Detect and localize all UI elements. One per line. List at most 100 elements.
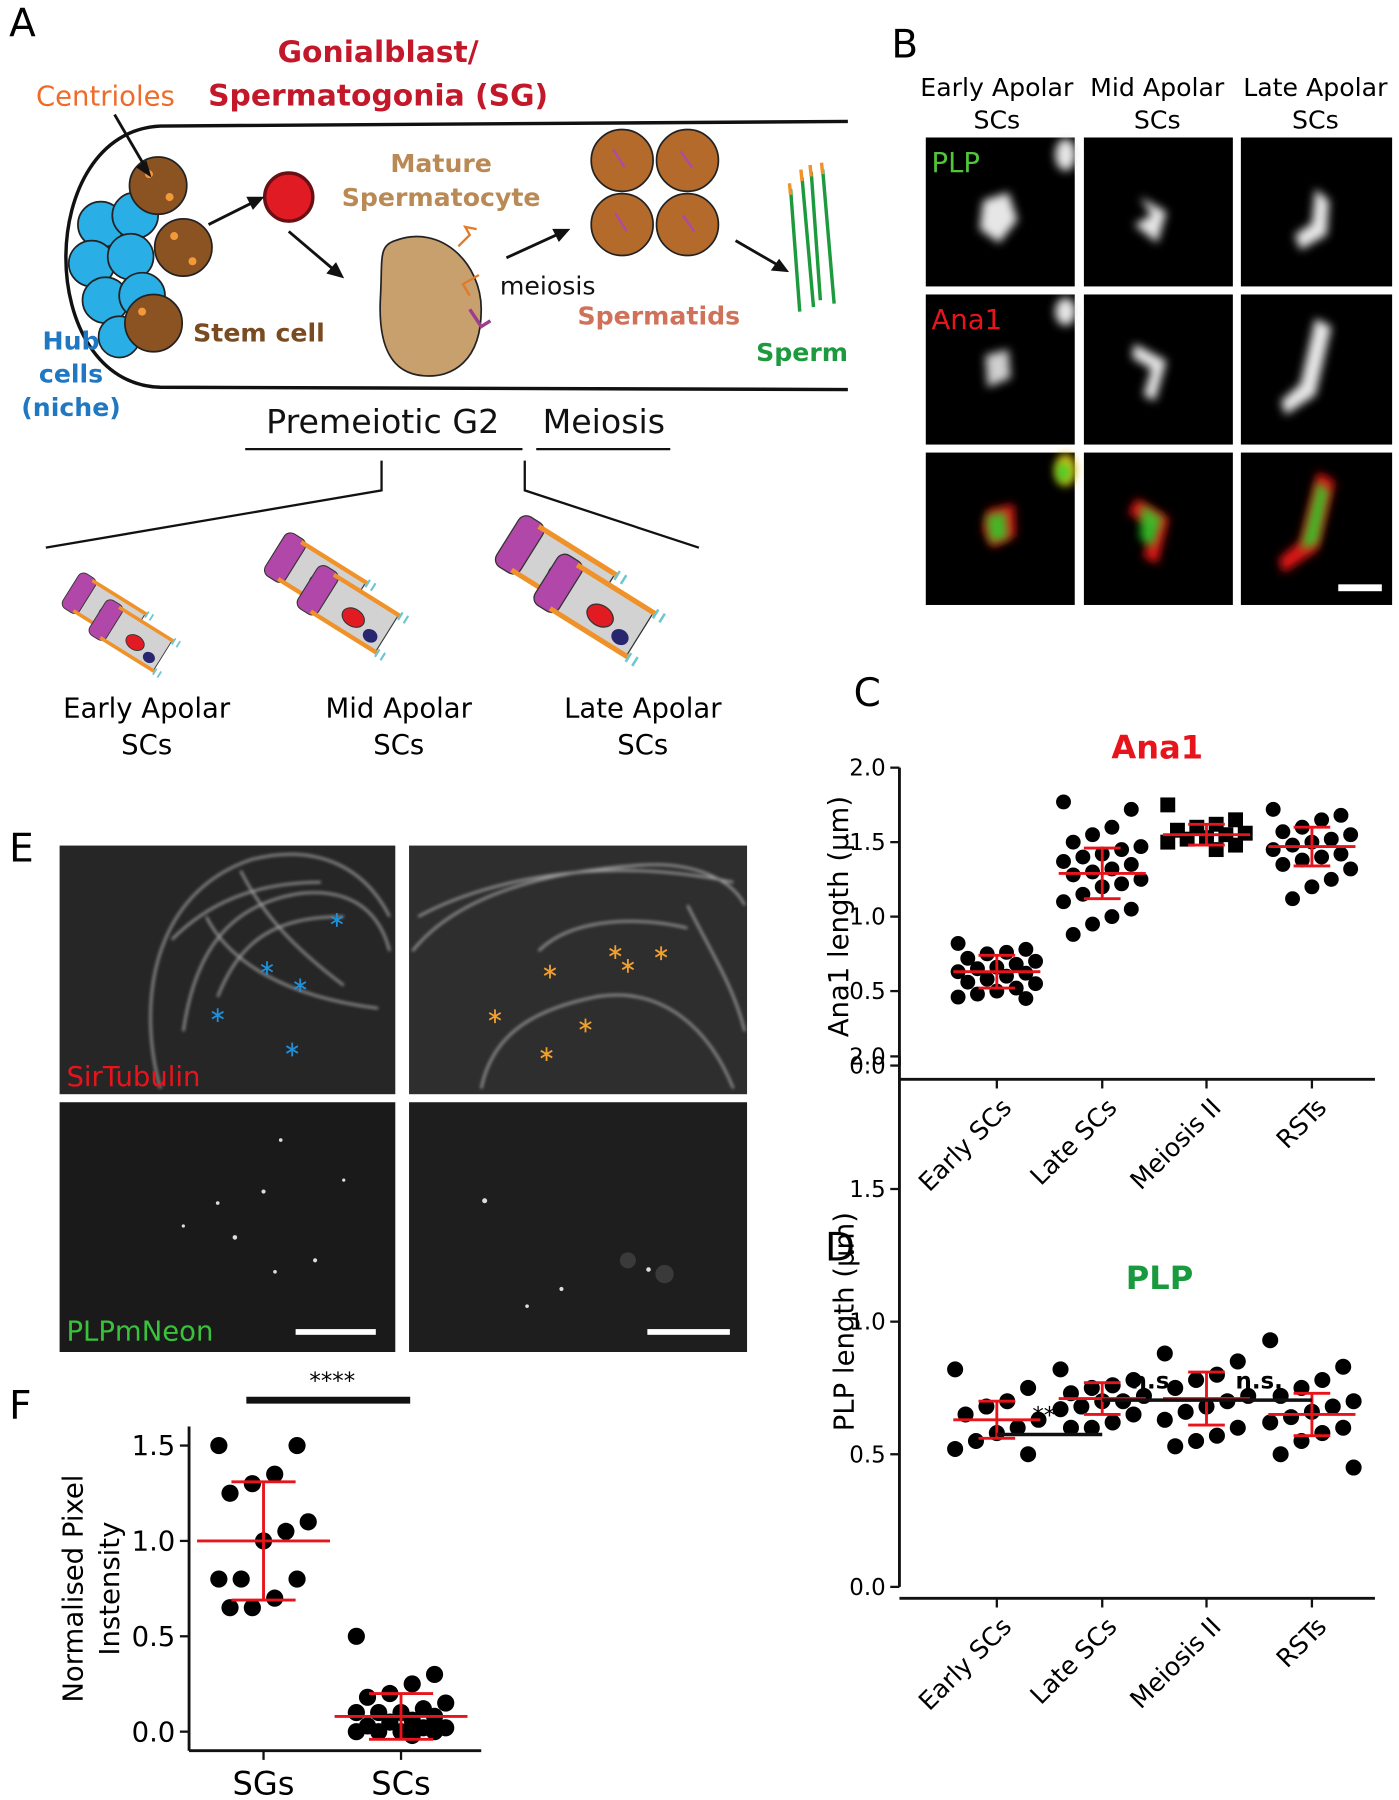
data-point (358, 1688, 377, 1706)
data-point (1228, 837, 1243, 853)
scale-bar (647, 1329, 730, 1335)
label: Stem cell (193, 318, 325, 347)
data-point (347, 1723, 365, 1741)
data-point (1104, 1377, 1121, 1394)
data-point (1345, 1459, 1362, 1476)
panel-label: E (9, 827, 34, 872)
data-point (1065, 867, 1081, 883)
x-tick-label: Early SCs (913, 1093, 1017, 1197)
data-point (1085, 827, 1101, 843)
stage-label: Premeiotic G2 (266, 402, 499, 441)
y-tick-label: 1.5 (849, 1177, 885, 1203)
data-point (1104, 819, 1120, 835)
spermatocyte (379, 235, 483, 377)
data-point (1188, 1432, 1205, 1450)
centriole-diagram (261, 529, 408, 660)
data-point (1133, 839, 1149, 855)
data-point (1343, 827, 1359, 843)
data-point (299, 1513, 317, 1531)
x-tick-label: SGs (233, 1764, 295, 1800)
panel-label: F (9, 1383, 31, 1428)
data-point (1160, 797, 1176, 813)
data-point (1114, 876, 1130, 892)
data-point (1052, 1361, 1069, 1378)
data-point (1065, 927, 1081, 942)
data-point (266, 1589, 284, 1607)
data-point (1275, 824, 1291, 840)
data-point (1304, 879, 1320, 895)
column-label: Early Apolar (920, 73, 1074, 102)
data-point (1283, 1409, 1300, 1426)
data-point (1314, 1371, 1331, 1389)
x-tick-label: RSTs (1271, 1093, 1332, 1154)
y-axis-label: Ana1 length (μm) (823, 796, 855, 1037)
data-point (1285, 891, 1300, 907)
y-tick-label: 0.0 (132, 1716, 176, 1748)
data-point (967, 1432, 984, 1450)
data-point (1075, 849, 1091, 865)
data-point (437, 1694, 455, 1712)
arrows (113, 113, 790, 279)
data-point (221, 1484, 239, 1502)
data-point (1083, 1419, 1100, 1436)
data-point (1167, 1379, 1184, 1396)
data-point (1265, 801, 1281, 817)
data-point (1114, 842, 1130, 858)
data-point (1323, 831, 1339, 847)
data-point (1028, 976, 1044, 992)
data-point (1335, 1419, 1352, 1436)
data-point (403, 1726, 421, 1745)
data-point (979, 946, 995, 962)
y-tick-label: 1.0 (132, 1526, 176, 1558)
data-point (1018, 941, 1034, 957)
data-point (1314, 1425, 1331, 1442)
data-point (947, 1440, 964, 1457)
data-point (243, 1599, 261, 1617)
data-point (1324, 1398, 1341, 1415)
data-point (1262, 1332, 1279, 1349)
x-tick-label: Meiosis II (1124, 1612, 1226, 1714)
data-point (277, 1522, 295, 1540)
data-point (1056, 854, 1071, 869)
data-point (288, 1570, 306, 1588)
label: Spermatids (578, 301, 741, 330)
data-point (266, 1465, 284, 1483)
y-tick-label: 1.0 (849, 1310, 885, 1336)
data-point (1123, 801, 1139, 817)
data-point (1009, 1419, 1026, 1436)
data-point (1018, 991, 1034, 1006)
data-point (1073, 1398, 1090, 1415)
label: (niche) (21, 393, 121, 422)
scale-bar (295, 1329, 376, 1335)
x-tick-label: Meiosis II (1124, 1093, 1226, 1195)
significance-label: n.s. (1236, 1369, 1283, 1395)
y-tick-label: 1.5 (849, 830, 885, 856)
label: Late Apolar (564, 692, 722, 724)
data-point (1125, 1406, 1142, 1423)
centriole-diagram (59, 570, 180, 678)
panel-label: C (854, 671, 881, 716)
data-point (1285, 837, 1300, 853)
label: Spermatocyte (342, 183, 541, 212)
data-point (1323, 871, 1339, 887)
data-point (1262, 1414, 1279, 1431)
data-point (210, 1436, 228, 1455)
puncta (181, 1138, 674, 1309)
data-point (1123, 901, 1139, 917)
label: meiosis (500, 271, 596, 300)
data-point (1167, 1438, 1184, 1455)
chart-title: Ana1 (1111, 728, 1203, 766)
sperm (787, 162, 836, 312)
panel-label: B (891, 22, 918, 67)
data-point (1062, 1419, 1079, 1436)
column-label: Mid Apolar (1090, 73, 1225, 102)
y-tick-label: 0.0 (849, 1054, 885, 1080)
data-point (1056, 794, 1071, 810)
data-point (210, 1570, 228, 1588)
panel-b: B Early Apolar SCs Mid Apolar SCs Late A… (891, 22, 1393, 605)
label: SCs (373, 729, 424, 761)
data-point (221, 1599, 239, 1617)
chart-title: PLP (1126, 1259, 1193, 1297)
data-point (947, 1361, 964, 1378)
